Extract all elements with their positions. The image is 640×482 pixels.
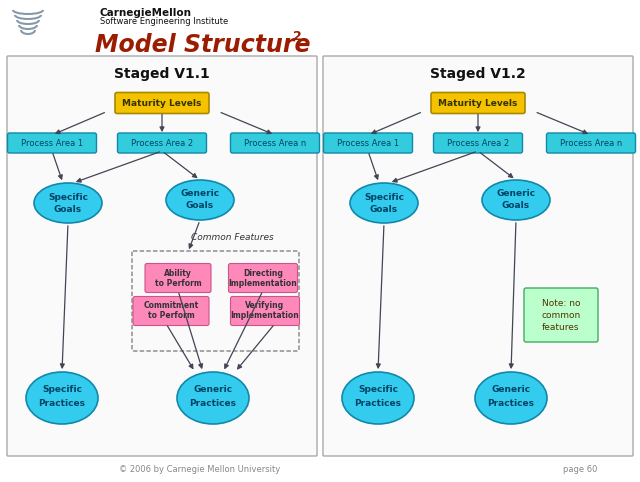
Ellipse shape [177,372,249,424]
Text: Goals: Goals [186,201,214,211]
Text: to Perform: to Perform [155,279,202,287]
Ellipse shape [34,183,102,223]
Text: Process Area n: Process Area n [560,138,622,147]
Text: Verifying: Verifying [245,302,285,310]
Ellipse shape [342,372,414,424]
Text: Goals: Goals [54,204,82,214]
Text: Specific: Specific [364,192,404,201]
Text: Process Area 2: Process Area 2 [131,138,193,147]
FancyBboxPatch shape [118,133,207,153]
Text: Practices: Practices [38,399,86,407]
Text: Implementation: Implementation [230,311,300,321]
Text: Maturity Levels: Maturity Levels [438,98,518,107]
Text: Specific: Specific [358,385,398,393]
FancyBboxPatch shape [323,56,633,456]
Text: features: features [542,322,580,332]
Text: Maturity Levels: Maturity Levels [122,98,202,107]
FancyBboxPatch shape [431,93,525,113]
Text: Process Area 2: Process Area 2 [447,138,509,147]
Text: Staged V1.1: Staged V1.1 [114,67,210,81]
FancyBboxPatch shape [230,296,300,325]
Text: Common Features: Common Features [191,233,273,242]
FancyBboxPatch shape [115,93,209,113]
FancyBboxPatch shape [433,133,522,153]
FancyBboxPatch shape [7,56,317,456]
Text: CarnegieMellon: CarnegieMellon [100,8,192,18]
Text: Generic: Generic [180,189,220,199]
Text: common: common [541,310,580,320]
Text: Process Area 1: Process Area 1 [337,138,399,147]
Text: Practices: Practices [189,399,237,407]
FancyBboxPatch shape [228,264,298,293]
Ellipse shape [26,372,98,424]
Text: Staged V1.2: Staged V1.2 [430,67,526,81]
Text: Generic: Generic [492,385,531,393]
Ellipse shape [350,183,418,223]
FancyBboxPatch shape [323,133,413,153]
Ellipse shape [166,180,234,220]
Text: Implementation: Implementation [228,279,298,287]
FancyBboxPatch shape [524,288,598,342]
Ellipse shape [475,372,547,424]
FancyBboxPatch shape [230,133,319,153]
Text: © 2006 by Carnegie Mellon University: © 2006 by Carnegie Mellon University [120,466,280,474]
Text: Directing: Directing [243,268,283,278]
FancyBboxPatch shape [8,133,97,153]
Ellipse shape [482,180,550,220]
Text: Ability: Ability [164,268,192,278]
Text: Process Area 1: Process Area 1 [21,138,83,147]
Text: Commitment: Commitment [143,302,198,310]
Text: to Perform: to Perform [148,311,195,321]
FancyBboxPatch shape [547,133,636,153]
Text: Specific: Specific [42,385,82,393]
Text: Goals: Goals [502,201,530,211]
Text: Generic: Generic [497,189,536,199]
Text: Practices: Practices [355,399,401,407]
Text: 2: 2 [293,30,301,43]
Text: Note: no: Note: no [541,298,580,308]
Text: Specific: Specific [48,192,88,201]
FancyBboxPatch shape [145,264,211,293]
Text: page 60: page 60 [563,466,597,474]
Text: Goals: Goals [370,204,398,214]
Text: Practices: Practices [488,399,534,407]
FancyBboxPatch shape [133,296,209,325]
Text: Generic: Generic [193,385,232,393]
Text: Process Area n: Process Area n [244,138,306,147]
Text: Model Structure: Model Structure [95,33,310,57]
Text: Software Engineering Institute: Software Engineering Institute [100,17,228,27]
